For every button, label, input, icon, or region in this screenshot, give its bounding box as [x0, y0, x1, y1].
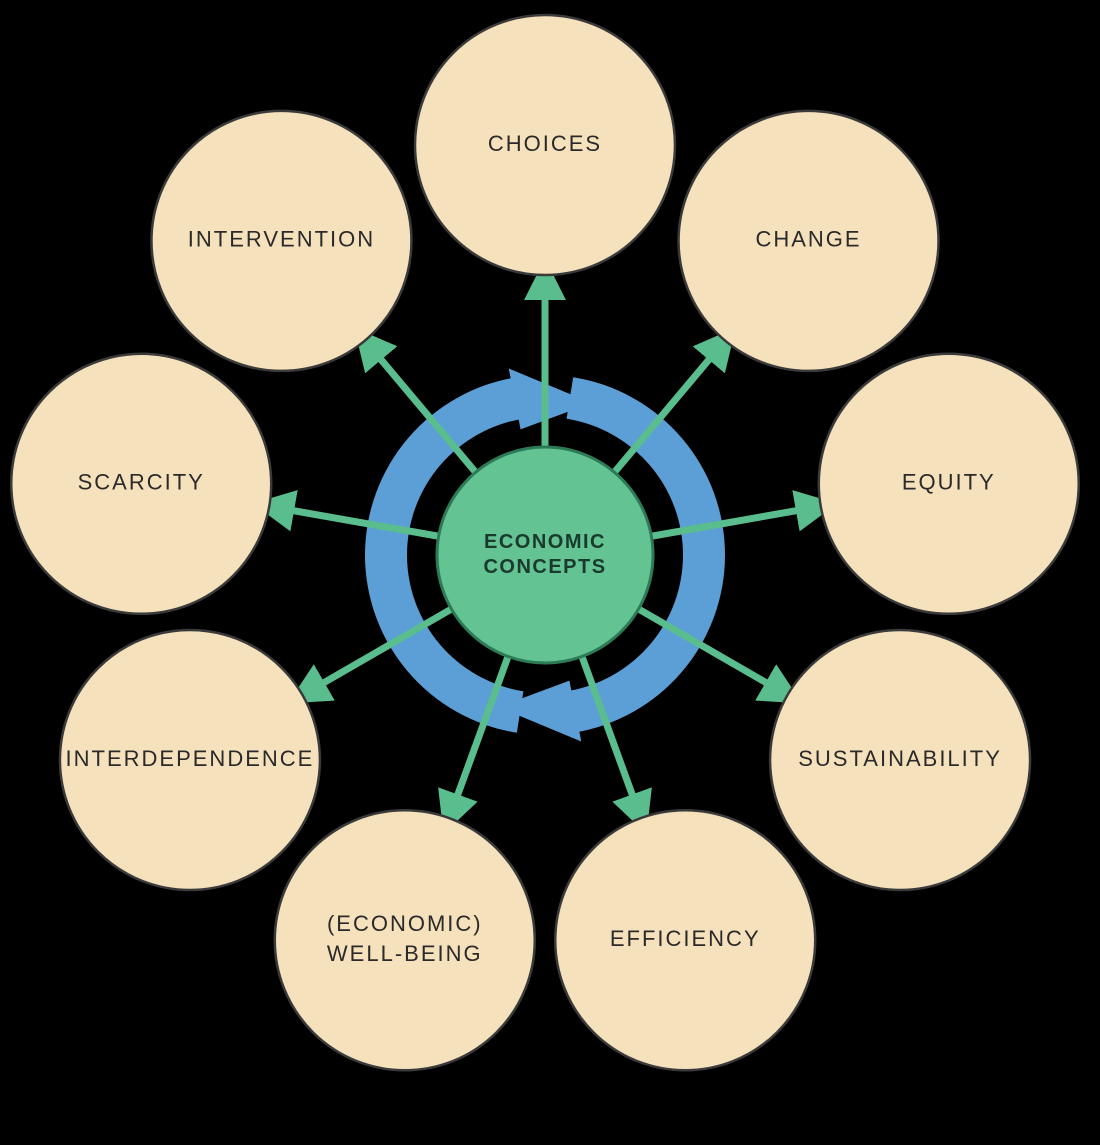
- concept-label-0-0: CHOICES: [488, 131, 602, 156]
- concept-node-8: INTERVENTION: [151, 111, 411, 371]
- concept-node-6: INTERDEPENDENCE: [60, 630, 320, 890]
- concept-node-4: EFFICIENCY: [555, 810, 815, 1070]
- center-label-line-0: ECONOMIC: [484, 531, 606, 553]
- concept-label-2-0: EQUITY: [902, 470, 996, 495]
- concept-node-7: SCARCITY: [11, 354, 271, 614]
- concept-node-2: EQUITY: [819, 354, 1079, 614]
- concept-label-1-0: CHANGE: [755, 227, 861, 252]
- concept-label-6-0: INTERDEPENDENCE: [66, 746, 315, 771]
- concept-label-8-0: INTERVENTION: [188, 227, 375, 252]
- concept-node-5: (ECONOMIC) WELL-BEING: [275, 810, 535, 1070]
- concept-label-3-0: SUSTAINABILITY: [798, 746, 1002, 771]
- center-node: ECONOMIC CONCEPTS: [437, 447, 653, 663]
- concept-node-0: CHOICES: [415, 15, 675, 275]
- concept-label-5-1: WELL-BEING: [327, 941, 483, 966]
- concept-label-5-0: (ECONOMIC): [327, 911, 483, 936]
- economic-concepts-diagram: ECONOMIC CONCEPTS CHOICES CHANGE EQUITY SUST…: [0, 0, 1100, 1145]
- concept-node-1: CHANGE: [679, 111, 939, 371]
- concept-label-4-0: EFFICIENCY: [610, 926, 761, 951]
- center-label-line-1: CONCEPTS: [483, 556, 606, 578]
- concept-label-7-0: SCARCITY: [78, 470, 205, 495]
- concept-node-3: SUSTAINABILITY: [770, 630, 1030, 890]
